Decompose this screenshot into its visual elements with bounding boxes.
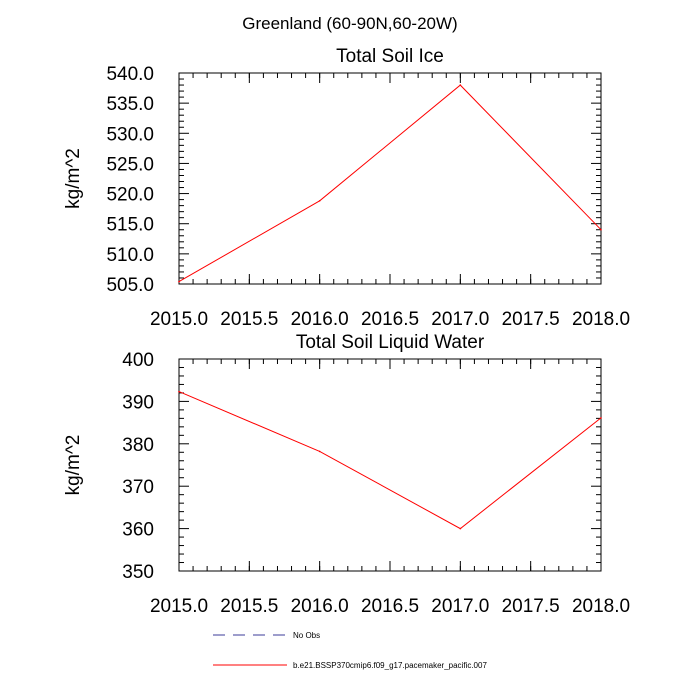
legend-item-model-run: b.e21.BSSP370cmip6.f09_g17.pacemaker_pac… [213,661,487,670]
figure-title: Greenland (60-90N,60-20W) [242,14,457,33]
data-point-0-0 [178,390,180,393]
data-point-0-2 [459,84,462,86]
y-tick-label: 380 [122,435,154,456]
series-line-0 [178,391,602,530]
plot-frame [178,72,602,285]
data-point-0-0 [178,280,180,283]
y-tick-label: 535.0 [106,94,154,115]
data-point-0-3 [600,417,602,419]
y-tick-label: 540.0 [106,64,154,85]
y-tick-label: 510.0 [106,245,154,266]
y-axis-label: kg/m^2 [63,148,84,209]
x-tick-label: 2016.5 [361,309,419,330]
x-tick-label: 2016.0 [291,309,349,330]
data-point-0-1 [318,450,321,453]
y-tick-label: 515.0 [106,215,154,236]
y-axis-label: kg/m^2 [63,435,84,496]
x-tick-label: 2017.0 [431,309,489,330]
y-tick-label: 525.0 [106,154,154,175]
x-tick-label: 2017.5 [502,309,560,330]
data-point-0-1 [318,200,321,202]
x-tick-label: 2015.0 [150,596,208,617]
panel-title: Total Soil Ice [336,46,444,67]
y-tick-label: 370 [122,477,154,498]
y-tick-label: 390 [122,392,154,413]
y-tick-label: 520.0 [106,185,154,206]
series-line-0 [178,84,602,283]
x-tick-label: 2016.0 [291,596,349,617]
x-tick-label: 2018.0 [572,596,630,617]
plot-frame [178,358,602,572]
x-tick-label: 2015.5 [220,596,278,617]
x-tick-label: 2018.0 [572,309,630,330]
x-tick-label: 2016.5 [361,596,419,617]
legend-item-no-obs: No Obs [213,631,320,640]
x-tick-label: 2015.5 [220,309,278,330]
y-tick-label: 530.0 [106,124,154,145]
chart-panel-soil-liquid-water: Total Soil Liquid Water kg/m^2 2015.0 2015.… [63,332,630,617]
data-point-0-3 [600,228,602,231]
y-tick-label: 505.0 [106,275,154,296]
y-tick-label: 400 [122,350,154,371]
data-point-0-2 [459,527,462,530]
legend: No Obs b.e21.BSSP370cmip6.f09_g17.pacema… [213,631,487,670]
x-tick-label: 2017.5 [502,596,560,617]
x-tick-label: 2017.0 [431,596,489,617]
y-tick-label: 360 [122,520,154,541]
y-tick-label: 350 [122,562,154,583]
legend-label-no-obs: No Obs [293,631,320,640]
chart-panel-soil-ice: Total Soil Ice kg/m^2 2015.0 2015.5 2016.0 20… [63,46,630,330]
panel-title: Total Soil Liquid Water [296,332,485,353]
x-tick-label: 2015.0 [150,309,208,330]
legend-label-model-run: b.e21.BSSP370cmip6.f09_g17.pacemaker_pac… [293,661,487,670]
